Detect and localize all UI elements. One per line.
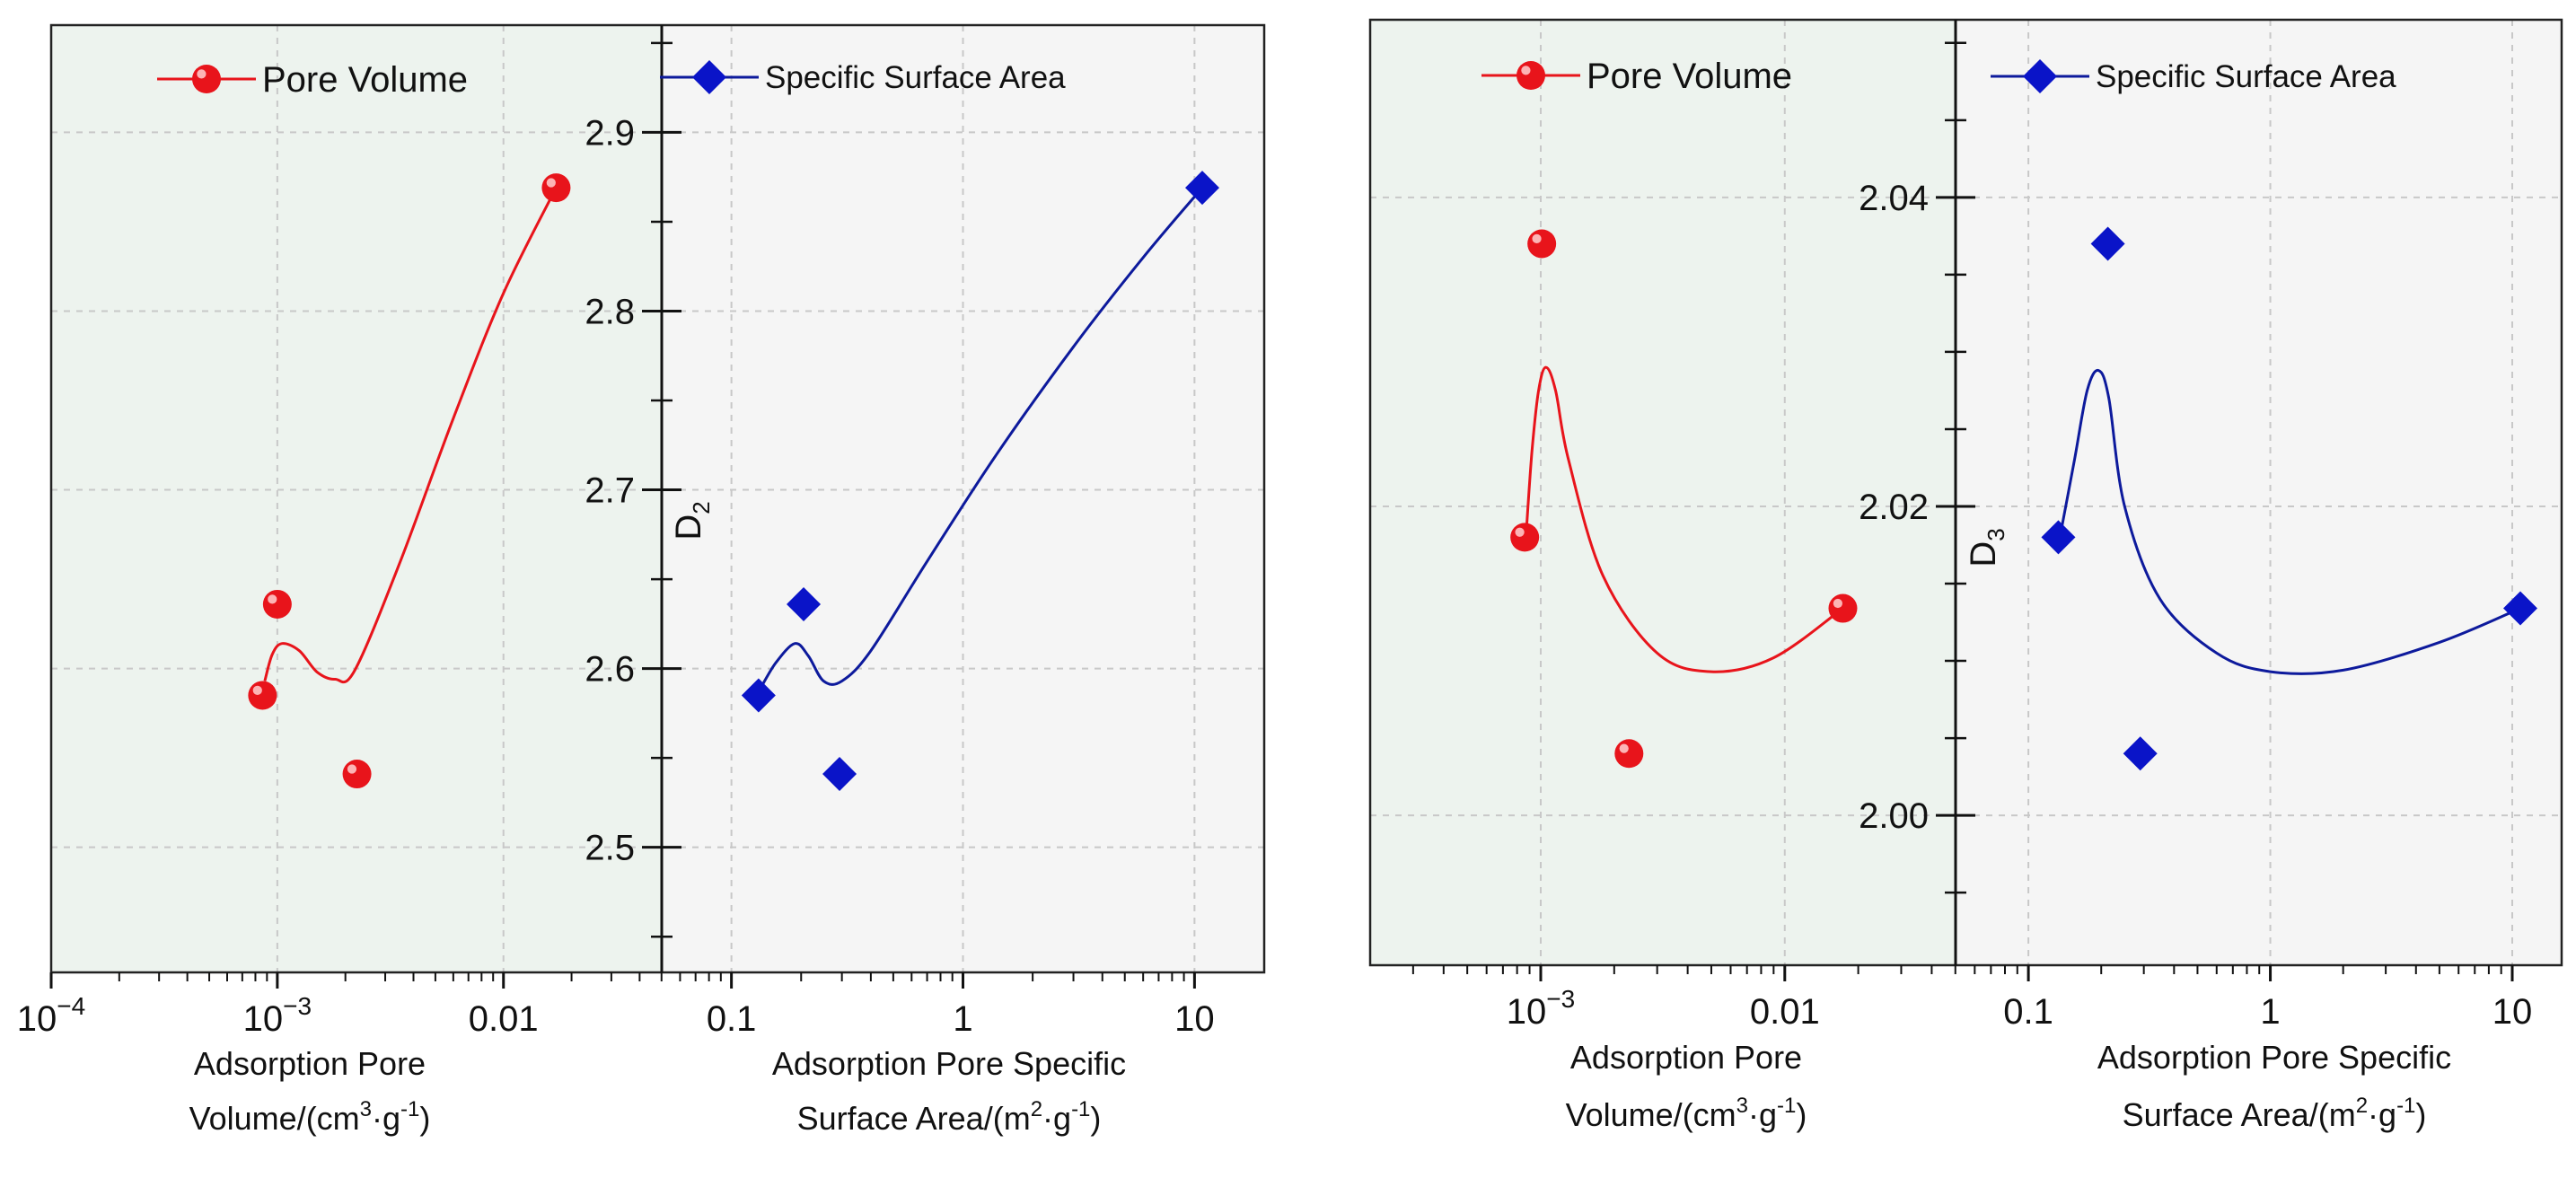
- legend-label-surface-area: Specific Surface Area: [765, 60, 1066, 95]
- x-axis-label-line1-right: Adsorption Pore Specific: [772, 1045, 1126, 1082]
- legend-marker-pore-volume-highlight: [197, 69, 207, 79]
- right-plot-background: [662, 25, 1264, 972]
- surface-area-point: [2503, 591, 2538, 626]
- x-tick-label-left: 10−3: [1507, 985, 1575, 1032]
- pore-volume-point-highlight: [1532, 233, 1542, 244]
- x-axis-label-line2-right: Surface Area/(m2·g-1): [2123, 1094, 2427, 1133]
- surface-area-point: [741, 678, 776, 713]
- x-axis-label-line1-right: Adsorption Pore Specific: [2097, 1039, 2451, 1076]
- pore-volume-point: [262, 589, 292, 619]
- surface-area-point: [822, 757, 857, 792]
- legend-marker-pore-volume-highlight: [1521, 66, 1531, 75]
- pore-volume-point-highlight: [546, 178, 556, 188]
- y-tick-label: 2.5: [585, 829, 635, 868]
- y-tick-label: 2.7: [585, 471, 635, 511]
- legend-marker-surface-area: [2023, 59, 2057, 93]
- pore-volume-point: [248, 681, 277, 710]
- pore-volume-point: [1828, 593, 1858, 623]
- legend-label-pore-volume: Pore Volume: [1587, 57, 1792, 96]
- y-tick-label: 2.8: [585, 292, 635, 331]
- x-tick-label-right: 0.1: [707, 999, 757, 1039]
- legend-label-pore-volume: Pore Volume: [262, 60, 468, 100]
- legend-label-surface-area: Specific Surface Area: [2096, 59, 2396, 94]
- surface-area-point: [1184, 171, 1219, 206]
- x-axis-label-line2-left: Volume/(cm3·g-1): [1566, 1094, 1807, 1133]
- left-plot-background: [51, 25, 662, 972]
- y-tick-label: 2.04: [1859, 179, 1929, 218]
- right-plot-background: [1956, 20, 2562, 965]
- pore-volume-point: [342, 760, 372, 789]
- surface-area-point: [2090, 226, 2125, 261]
- surface-area-point: [2041, 520, 2076, 555]
- x-axis-label-line2-right: Surface Area/(m2·g-1): [797, 1097, 1102, 1137]
- pore-volume-point: [1527, 229, 1557, 259]
- left-plot-background: [1370, 20, 1956, 965]
- y-axis-label: D2: [669, 501, 715, 540]
- pore-volume-point-highlight: [268, 594, 277, 604]
- pore-volume-point-highlight: [1619, 743, 1629, 753]
- y-axis-label: D3: [1964, 528, 2009, 567]
- pore-volume-point: [541, 173, 571, 203]
- surface-area-point: [787, 586, 822, 621]
- chart-panel-2: 2.00 2.02 2.04 D3 10−3 0.01 0.1 1 10 Adsorption P…: [1368, 18, 2563, 1133]
- pore-volume-point-highlight: [347, 764, 357, 774]
- chart-panel-1: 2.5 2.6 2.7 2.8 2.9 D2 10−4 10−3 0.01 0.1 1 10 Adsor…: [17, 23, 1266, 1137]
- y-tick-label: 2.00: [1859, 796, 1929, 836]
- legend-marker-surface-area: [692, 60, 726, 94]
- x-axis-label-line1-left: Adsorption Pore: [1570, 1039, 1802, 1076]
- pore-volume-fit-curve: [1525, 365, 1844, 673]
- x-tick-label-left: 10−3: [243, 992, 312, 1039]
- x-tick-label-right: 10: [1174, 999, 1215, 1039]
- plot-frame: [49, 23, 1266, 974]
- surface-area-fit-curve: [757, 187, 1204, 693]
- x-tick-label-right: 0.1: [2003, 992, 2053, 1032]
- x-tick-label-right: 1: [953, 999, 972, 1039]
- surface-area-point: [2123, 736, 2158, 771]
- surface-area-fit-curve: [2058, 368, 2521, 675]
- pore-volume-point-highlight: [252, 685, 262, 695]
- x-tick-label-right: 10: [2492, 992, 2533, 1032]
- x-axis-label-line1-left: Adsorption Pore: [194, 1045, 426, 1082]
- x-tick-label-left: 10−4: [17, 992, 85, 1039]
- legend-marker-pore-volume: [192, 65, 221, 93]
- x-tick-label-left: 0.01: [1750, 992, 1820, 1032]
- pore-volume-fit-curve: [263, 187, 558, 684]
- plot-frame: [1368, 18, 2563, 967]
- y-tick-label: 2.02: [1859, 488, 1929, 527]
- pore-volume-point: [1614, 739, 1644, 769]
- x-tick-label-left: 0.01: [469, 999, 539, 1039]
- pore-volume-point-highlight: [1515, 527, 1525, 537]
- pore-volume-point: [1510, 523, 1540, 552]
- pore-volume-point-highlight: [1833, 598, 1843, 609]
- y-tick-label: 2.6: [585, 650, 635, 690]
- y-tick-label: 2.9: [585, 113, 635, 153]
- x-tick-label-right: 1: [2260, 992, 2280, 1032]
- legend-marker-pore-volume: [1517, 61, 1545, 90]
- x-axis-label-line2-left: Volume/(cm3·g-1): [189, 1097, 431, 1137]
